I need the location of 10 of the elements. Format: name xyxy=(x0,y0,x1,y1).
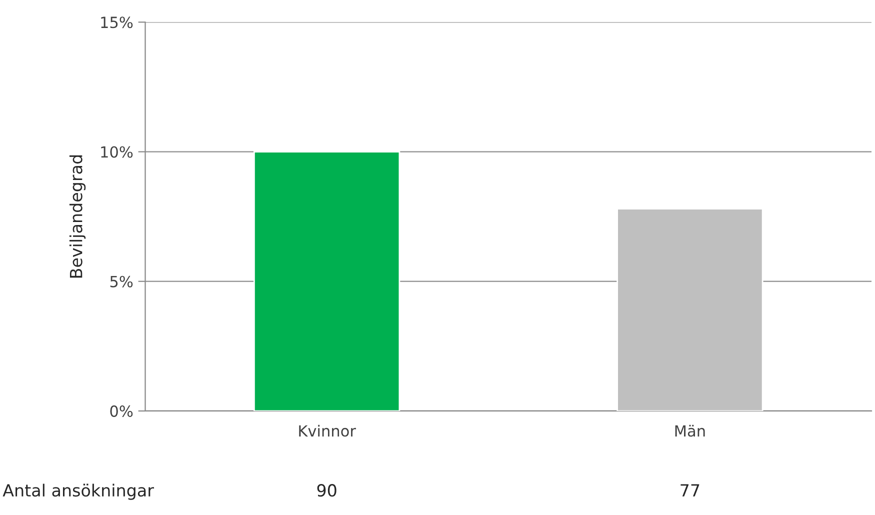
y-tick-label: 5% xyxy=(110,276,133,288)
y-tick-label: 15% xyxy=(101,16,133,28)
text: Antal ansökningar xyxy=(2,484,154,500)
y-axis-title: Beviljandegrad xyxy=(69,155,86,278)
x-tick-label: Kvinnor xyxy=(299,424,356,437)
text: 90 xyxy=(317,484,336,497)
y-tick-label: 0% xyxy=(110,405,133,417)
y-tick-label: 10% xyxy=(101,146,133,158)
x-tick-label: Män xyxy=(675,424,705,437)
text: 77 xyxy=(680,484,700,496)
